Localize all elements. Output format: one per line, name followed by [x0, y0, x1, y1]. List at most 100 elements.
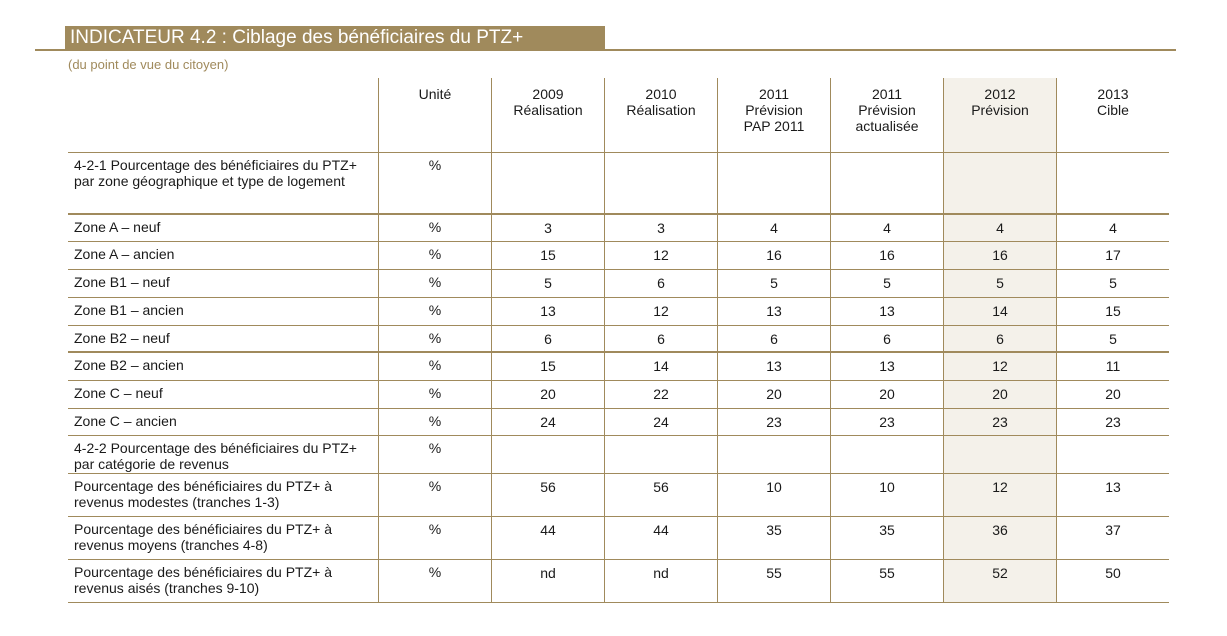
row-unit: % — [378, 242, 491, 270]
table-cell: 15 — [1056, 298, 1169, 326]
table-cell: 35 — [830, 517, 943, 560]
row-unit: % — [378, 436, 491, 474]
table-cell: 23 — [943, 409, 1056, 436]
row-label: Zone A – ancien — [68, 242, 378, 270]
table-cell: 14 — [943, 298, 1056, 326]
table-cell: 55 — [830, 560, 943, 603]
table-cell: nd — [604, 560, 717, 603]
row-label: Zone C – neuf — [68, 381, 378, 409]
table-cell: 16 — [830, 242, 943, 270]
table-cell: 4 — [717, 215, 830, 242]
table-cell — [1056, 153, 1169, 215]
table-cell: 24 — [604, 409, 717, 436]
header-cell-2012: 2012 Prévision — [943, 78, 1056, 153]
header-cell-unit: Unité — [378, 78, 491, 153]
indicator-subtitle: (du point de vue du citoyen) — [68, 57, 229, 72]
table-cell: 22 — [604, 381, 717, 409]
header-cell-2011-pap: 2011 Prévision PAP 2011 — [717, 78, 830, 153]
table-cell: 20 — [1056, 381, 1169, 409]
table-cell: 6 — [717, 326, 830, 353]
row-unit: % — [378, 153, 491, 215]
table-cell: 13 — [717, 353, 830, 381]
table-cell: 52 — [943, 560, 1056, 603]
row-unit: % — [378, 474, 491, 517]
table-cell — [830, 153, 943, 215]
row-label: 4-2-1 Pourcentage des bénéficiaires du P… — [68, 153, 378, 215]
table-cell: 50 — [1056, 560, 1169, 603]
row-label: Zone B2 – neuf — [68, 326, 378, 353]
table-cell: 13 — [1056, 474, 1169, 517]
row-label: Pourcentage des bénéficiaires du PTZ+ à … — [68, 560, 378, 603]
table-cell: 6 — [943, 326, 1056, 353]
table-cell: 5 — [491, 270, 604, 298]
table-cell: 23 — [1056, 409, 1169, 436]
row-label: Zone B1 – neuf — [68, 270, 378, 298]
row-label: Pourcentage des bénéficiaires du PTZ+ à … — [68, 474, 378, 517]
table-cell: 24 — [491, 409, 604, 436]
table-cell: 6 — [830, 326, 943, 353]
table-cell: 56 — [604, 474, 717, 517]
row-unit: % — [378, 381, 491, 409]
table-cell: 12 — [604, 298, 717, 326]
table-cell: 5 — [830, 270, 943, 298]
row-label: Zone B1 – ancien — [68, 298, 378, 326]
table-cell: 36 — [943, 517, 1056, 560]
row-label: 4-2-2 Pourcentage des bénéficiaires du P… — [68, 436, 378, 474]
table-cell: 10 — [717, 474, 830, 517]
table-cell: 20 — [830, 381, 943, 409]
indicator-table: Unité 2009 Réalisation 2010 Réalisation … — [68, 78, 1169, 603]
table-cell: 16 — [943, 242, 1056, 270]
table-cell: 5 — [943, 270, 1056, 298]
header-cell-2013: 2013 Cible — [1056, 78, 1169, 153]
table-cell — [604, 153, 717, 215]
table-cell: 5 — [717, 270, 830, 298]
row-unit: % — [378, 409, 491, 436]
table-cell: 44 — [491, 517, 604, 560]
row-label: Zone B2 – ancien — [68, 353, 378, 381]
table-cell: 5 — [1056, 326, 1169, 353]
table-cell: 15 — [491, 242, 604, 270]
row-unit: % — [378, 326, 491, 353]
table-cell: 6 — [604, 270, 717, 298]
table-cell — [717, 153, 830, 215]
indicator-title: INDICATEUR 4.2 : Ciblage des bénéficiair… — [65, 26, 605, 50]
table-cell — [717, 436, 830, 474]
row-unit: % — [378, 298, 491, 326]
table-cell: 23 — [717, 409, 830, 436]
row-label: Zone A – neuf — [68, 215, 378, 242]
table-cell: 13 — [717, 298, 830, 326]
table-cell — [1056, 436, 1169, 474]
title-rule — [35, 49, 1176, 51]
row-label: Pourcentage des bénéficiaires du PTZ+ à … — [68, 517, 378, 560]
table-cell: 35 — [717, 517, 830, 560]
header-cell-2010: 2010 Réalisation — [604, 78, 717, 153]
table-cell: 5 — [1056, 270, 1169, 298]
table-cell — [491, 436, 604, 474]
table-cell: 14 — [604, 353, 717, 381]
table-cell — [830, 436, 943, 474]
row-label: Zone C – ancien — [68, 409, 378, 436]
table-cell: 20 — [717, 381, 830, 409]
table-cell: 56 — [491, 474, 604, 517]
table-cell: 37 — [1056, 517, 1169, 560]
table-cell: 6 — [491, 326, 604, 353]
table-cell: 20 — [943, 381, 1056, 409]
table-cell: 10 — [830, 474, 943, 517]
table-cell: 44 — [604, 517, 717, 560]
table-cell: 3 — [491, 215, 604, 242]
table-cell: 4 — [1056, 215, 1169, 242]
table-cell: 4 — [830, 215, 943, 242]
header-cell-2009: 2009 Réalisation — [491, 78, 604, 153]
table-cell: 12 — [604, 242, 717, 270]
table-cell: 12 — [943, 353, 1056, 381]
table-cell: 20 — [491, 381, 604, 409]
table-cell: 17 — [1056, 242, 1169, 270]
table-cell: 12 — [943, 474, 1056, 517]
header-cell-label — [68, 78, 378, 153]
table-cell: nd — [491, 560, 604, 603]
table-cell: 13 — [830, 353, 943, 381]
table-cell: 13 — [491, 298, 604, 326]
row-unit: % — [378, 215, 491, 242]
table-cell: 4 — [943, 215, 1056, 242]
row-unit: % — [378, 517, 491, 560]
